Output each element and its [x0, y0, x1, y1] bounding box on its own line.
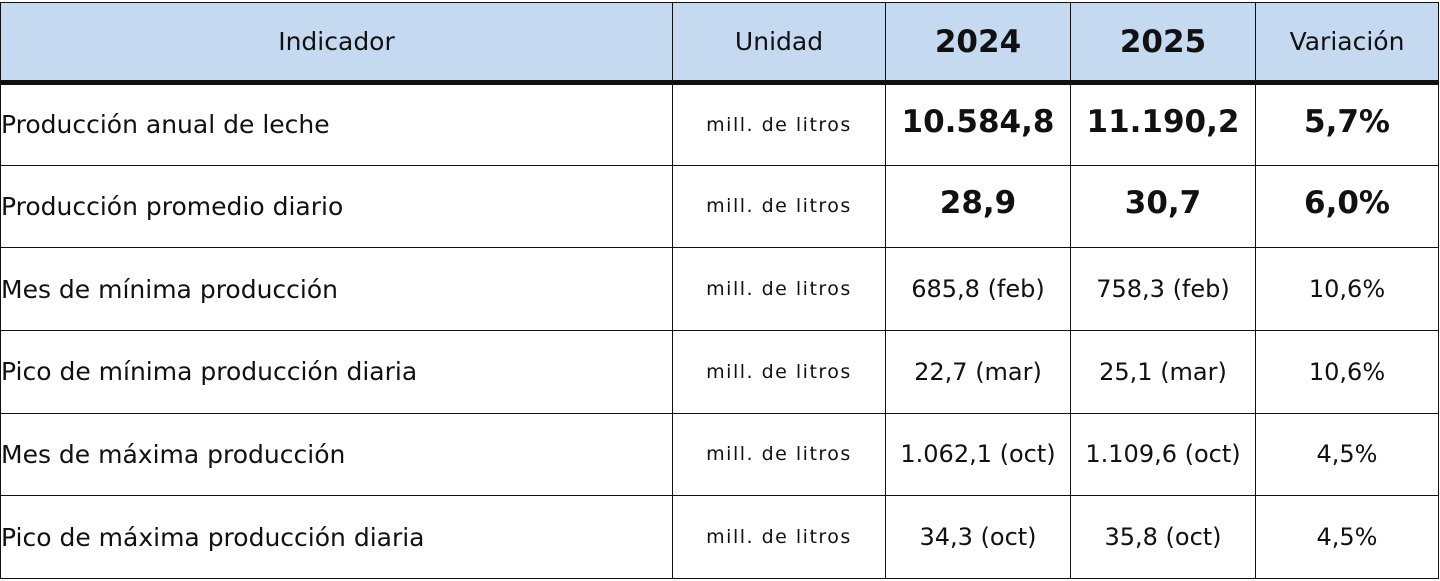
cell-value-2024: 28,9 [885, 164, 1071, 249]
cell-unidad: mill. de litros [672, 329, 886, 414]
cell-value-2024: 34,3 (oct) [885, 495, 1071, 579]
cell-unidad: mill. de litros [672, 247, 886, 331]
cell-indicador: Pico de máxima producción diaria [0, 495, 673, 579]
cell-variacion: 10,6% [1255, 329, 1439, 414]
cell-value-2025: 25,1 (mar) [1070, 329, 1256, 414]
table-body: Producción anual de leche mill. de litros… [0, 82, 1439, 579]
cell-unidad: mill. de litros [672, 495, 886, 579]
cell-value-2025: 11.190,2 [1070, 82, 1256, 166]
header-indicador: Indicador [0, 2, 673, 85]
cell-unidad: mill. de litros [672, 82, 886, 166]
header-unidad: Unidad [672, 2, 886, 85]
cell-variacion: 4,5% [1255, 412, 1439, 497]
table-header: Indicador Unidad 2024 2025 Variación [0, 2, 1439, 85]
header-variacion: Variación [1255, 2, 1439, 85]
cell-variacion: 6,0% [1255, 164, 1439, 249]
cell-value-2025: 30,7 [1070, 164, 1256, 249]
cell-value-2024: 22,7 (mar) [885, 329, 1071, 414]
table-row: Pico de mínima producción diaria mill. de… [0, 329, 1439, 414]
table-row: Mes de mínima producción mill. de litros 6… [0, 247, 1439, 331]
cell-unidad: mill. de litros [672, 412, 886, 497]
cell-indicador: Producción promedio diario [0, 164, 673, 249]
cell-variacion: 5,7% [1255, 82, 1439, 166]
cell-value-2024: 1.062,1 (oct) [885, 412, 1071, 497]
cell-variacion: 10,6% [1255, 247, 1439, 331]
cell-unidad: mill. de litros [672, 164, 886, 249]
header-year-2025: 2025 [1070, 2, 1256, 85]
table-row: Mes de máxima producción mill. de litros 1… [0, 412, 1439, 497]
cell-indicador: Pico de mínima producción diaria [0, 329, 673, 414]
cell-indicador: Mes de mínima producción [0, 247, 673, 331]
header-row: Indicador Unidad 2024 2025 Variación [0, 2, 1439, 85]
cell-value-2025: 1.109,6 (oct) [1070, 412, 1256, 497]
table-row: Producción promedio diario mill. de litro… [0, 164, 1439, 249]
cell-indicador: Mes de máxima producción [0, 412, 673, 497]
header-year-2024: 2024 [885, 2, 1071, 85]
cell-variacion: 4,5% [1255, 495, 1439, 579]
cell-value-2025: 758,3 (feb) [1070, 247, 1256, 331]
cell-value-2024: 685,8 (feb) [885, 247, 1071, 331]
table-row: Pico de máxima producción diaria mill. de… [0, 495, 1439, 579]
cell-value-2025: 35,8 (oct) [1070, 495, 1256, 579]
cell-value-2024: 10.584,8 [885, 82, 1071, 166]
cell-indicador: Producción anual de leche [0, 82, 673, 166]
table-row: Producción anual de leche mill. de litros… [0, 82, 1439, 166]
